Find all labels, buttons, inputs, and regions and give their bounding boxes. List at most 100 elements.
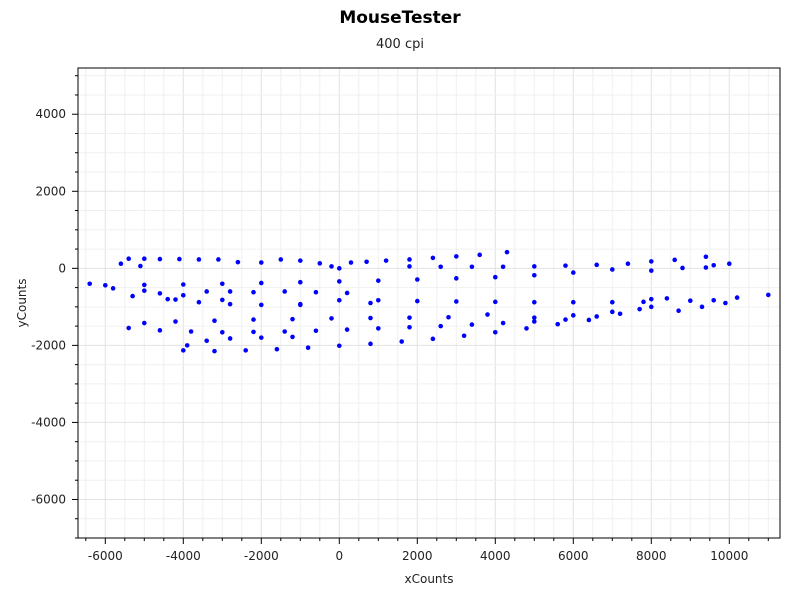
data-point bbox=[103, 282, 108, 288]
chart-title: MouseTester bbox=[339, 8, 461, 28]
data-point bbox=[383, 258, 389, 263]
data-point bbox=[376, 278, 381, 283]
data-point bbox=[376, 326, 381, 331]
data-point bbox=[364, 259, 369, 265]
data-point bbox=[184, 343, 190, 348]
x-axis-title: xCounts bbox=[405, 572, 454, 586]
y-tick-label: -4000 bbox=[31, 415, 66, 429]
data-point bbox=[212, 348, 217, 354]
data-point bbox=[157, 291, 163, 296]
data-point bbox=[344, 290, 350, 296]
data-point bbox=[688, 298, 693, 303]
data-point bbox=[290, 334, 295, 340]
data-point bbox=[594, 262, 599, 268]
tick-layer: -6000 -4000 -2000 0 2000 4000 6000 8000 10000 -60… bbox=[31, 75, 769, 563]
data-point bbox=[337, 298, 342, 303]
data-point bbox=[196, 299, 202, 305]
data-point bbox=[298, 258, 303, 263]
data-point bbox=[711, 298, 716, 303]
data-point bbox=[493, 299, 498, 305]
point-layer bbox=[87, 249, 771, 354]
data-point bbox=[664, 296, 670, 301]
data-point bbox=[672, 257, 677, 263]
data-point bbox=[430, 255, 436, 261]
data-point bbox=[181, 292, 186, 298]
plot-frame bbox=[77, 67, 781, 539]
data-point bbox=[157, 256, 163, 262]
data-point bbox=[571, 313, 576, 318]
data-point bbox=[586, 317, 592, 323]
data-point bbox=[532, 299, 537, 305]
data-point bbox=[305, 345, 311, 350]
data-point bbox=[500, 264, 506, 270]
x-tick-label: -6000 bbox=[88, 549, 123, 563]
data-point bbox=[532, 264, 537, 269]
x-tick-label: -2000 bbox=[244, 549, 279, 563]
data-point bbox=[703, 254, 709, 260]
data-point bbox=[676, 308, 681, 314]
data-point bbox=[649, 296, 654, 302]
data-point bbox=[734, 295, 740, 300]
data-point bbox=[157, 328, 163, 333]
data-point bbox=[594, 314, 599, 319]
data-point bbox=[469, 264, 475, 270]
data-point bbox=[220, 297, 225, 303]
data-point bbox=[130, 293, 135, 299]
data-point bbox=[142, 282, 147, 288]
data-point bbox=[641, 299, 646, 305]
data-point bbox=[329, 264, 334, 269]
data-point bbox=[259, 280, 264, 286]
data-point bbox=[524, 326, 529, 331]
data-point bbox=[649, 259, 654, 264]
data-point bbox=[610, 267, 615, 272]
data-point bbox=[625, 261, 631, 267]
data-point bbox=[446, 314, 451, 320]
data-point bbox=[563, 263, 568, 268]
y-tick-label: -2000 bbox=[31, 338, 66, 352]
data-point bbox=[235, 259, 241, 265]
data-point bbox=[407, 257, 412, 262]
data-point bbox=[500, 320, 506, 326]
data-point bbox=[430, 336, 436, 342]
data-point bbox=[259, 335, 264, 340]
data-point bbox=[723, 300, 728, 306]
data-point bbox=[142, 320, 147, 326]
data-point bbox=[173, 319, 178, 324]
data-point bbox=[368, 315, 373, 321]
data-point bbox=[454, 254, 459, 259]
data-point bbox=[204, 289, 209, 294]
data-point bbox=[142, 288, 147, 293]
data-point bbox=[278, 257, 284, 262]
data-point bbox=[251, 329, 256, 335]
data-point bbox=[181, 348, 186, 353]
data-point bbox=[329, 316, 334, 321]
data-point bbox=[313, 328, 319, 334]
data-point bbox=[298, 302, 303, 308]
data-point bbox=[438, 264, 444, 270]
data-point bbox=[637, 306, 642, 312]
data-point bbox=[118, 261, 124, 267]
y-tick-label: 2000 bbox=[35, 184, 66, 198]
data-point bbox=[680, 265, 685, 271]
data-point bbox=[274, 346, 280, 352]
data-point bbox=[259, 302, 264, 308]
data-point bbox=[173, 297, 178, 302]
x-tick-label: 2000 bbox=[402, 549, 433, 563]
data-point bbox=[165, 296, 170, 302]
data-point bbox=[563, 317, 568, 322]
data-point bbox=[571, 270, 576, 275]
data-point bbox=[142, 256, 147, 261]
data-point bbox=[555, 321, 560, 327]
data-point bbox=[571, 299, 576, 305]
data-point bbox=[138, 263, 143, 269]
data-point bbox=[649, 304, 654, 310]
data-point bbox=[407, 264, 412, 269]
x-tick-label: 0 bbox=[335, 549, 343, 563]
data-point bbox=[337, 279, 342, 284]
data-point bbox=[290, 316, 295, 322]
data-point bbox=[376, 298, 381, 303]
x-tick-label: 4000 bbox=[480, 549, 511, 563]
data-point bbox=[703, 265, 709, 270]
data-point bbox=[227, 301, 233, 307]
